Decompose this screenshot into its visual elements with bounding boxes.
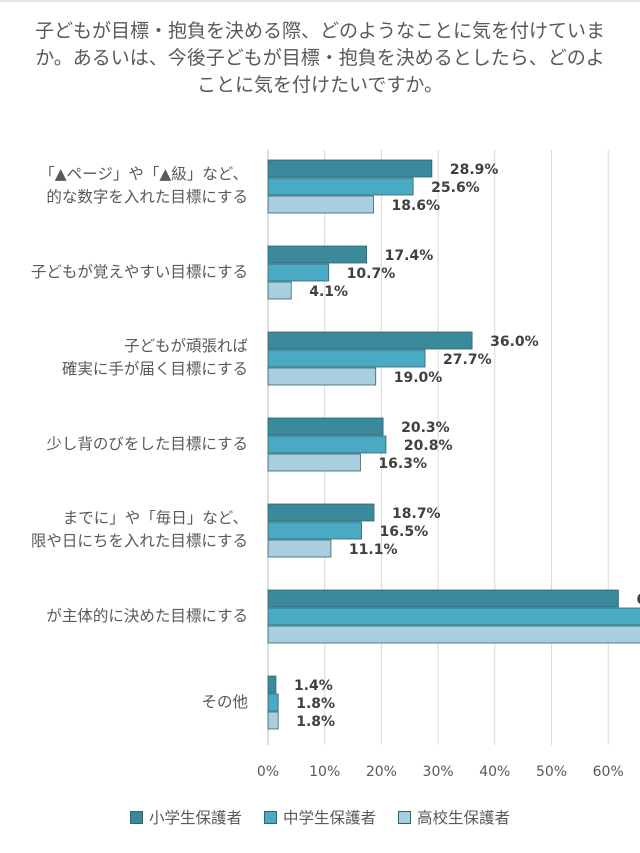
bar: [267, 331, 473, 350]
bar: [267, 453, 361, 472]
legend-swatch: [263, 810, 277, 824]
category-label: 「▲ページ」や「▲級」など、的な数字を入れた目標にする: [39, 163, 248, 209]
bar: [267, 693, 279, 712]
x-tick-label: 0%: [257, 764, 279, 780]
x-tick-label: 50%: [536, 764, 567, 780]
category-label: 子どもが頑張れば確実に手が届く目標にする: [62, 335, 248, 381]
bar: [267, 195, 374, 214]
bar: [267, 159, 433, 178]
data-label: 4.1%: [309, 284, 348, 300]
legend-item: 小学生保護者: [129, 806, 242, 828]
bar: [267, 521, 362, 540]
data-label: 1.4%: [294, 678, 333, 694]
category-label-line: が主体的に決めた目標にする: [46, 606, 248, 625]
bar: [267, 417, 384, 436]
title-line: ことに気を付けたいですか。: [196, 74, 444, 96]
category-label: 少し背のびをした目標にする: [46, 433, 248, 456]
bar: [267, 539, 332, 558]
legend-swatch: [398, 810, 411, 824]
bar: [267, 281, 292, 300]
data-label: 17.4%: [385, 248, 434, 264]
bar: [267, 435, 387, 454]
category-label-line: 確実に手が届く目標にする: [61, 360, 248, 378]
legend-label: 小学生保護者: [148, 809, 242, 827]
x-tick-label: 10%: [309, 764, 340, 780]
category-label-line: 「▲ページ」や「▲級」など、: [39, 165, 248, 183]
data-label: 27.7%: [443, 352, 492, 368]
data-label: 36.0%: [490, 334, 539, 350]
data-label: 19.0%: [394, 370, 443, 386]
data-label: 11.1%: [349, 542, 398, 558]
bar: [267, 711, 279, 730]
chart-title: 子どもが目標・抱負を決める際、どのようなことに気を付けていま か。あるいは、今後…: [0, 18, 640, 99]
x-tick-label: 20%: [366, 764, 397, 780]
category-label-line: 限や日にちを入れた目標にする: [30, 532, 248, 550]
category-label: 子どもが覚えやすい目標にする: [31, 261, 248, 284]
data-label: 10.7%: [347, 266, 396, 282]
legend-swatch: [129, 810, 143, 824]
data-label: 16.3%: [378, 456, 427, 472]
category-label: その他: [201, 691, 248, 714]
legend-label: 中学生保護者: [282, 809, 376, 827]
legend-item: 高校生保護者: [398, 806, 510, 828]
bar: [267, 367, 377, 386]
x-tick-label: 40%: [479, 764, 510, 780]
category-label-line: までに」や「毎日」など、: [62, 509, 248, 527]
bar: [267, 245, 368, 264]
bar: [267, 625, 640, 644]
legend: 小学生保護者 中学生保護者 高校生保護者: [0, 806, 640, 828]
legend-label: 高校生保護者: [417, 809, 511, 827]
title-line: 子どもが目標・抱負を決める際、どのようなことに気を付けていま: [34, 20, 605, 42]
data-label: 18.6%: [391, 198, 440, 214]
bar: [267, 177, 414, 196]
bar: [267, 503, 375, 522]
x-tick-label: 30%: [423, 764, 454, 780]
category-label: が主体的に決めた目標にする: [46, 605, 248, 628]
bar-chart: 0% 10% 20% 30% 40% 50% 60% 28.9% 25.6% 18.6% 17.4%…: [257, 150, 640, 780]
title-line: か。あるいは、今後子どもが目標・抱負を決めるとしたら、どのよ: [35, 47, 605, 69]
bar: [267, 349, 426, 368]
legend-item: 中学生保護者: [263, 806, 376, 828]
category-label-line: 子どもが覚えやすい目標にする: [30, 262, 248, 281]
data-label: 1.8%: [296, 696, 335, 712]
data-label: 28.9%: [450, 162, 499, 178]
category-label-line: 少し背のびをした目標にする: [46, 434, 248, 453]
bar: [267, 607, 640, 626]
data-label: 25.6%: [431, 180, 480, 196]
category-label-line: 的な数字を入れた目標にする: [46, 188, 248, 206]
bar: [267, 589, 619, 608]
data-label: 16.5%: [380, 524, 429, 540]
data-label: 20.8%: [404, 438, 453, 454]
data-label: 20.3%: [401, 420, 450, 436]
category-label: までに」や「毎日」など、限や日にちを入れた目標にする: [31, 507, 248, 553]
data-label: 61.8%: [636, 592, 640, 608]
data-label: 1.8%: [296, 714, 335, 730]
x-tick-label: 60%: [593, 764, 624, 780]
top-border: [0, 0, 640, 2]
data-label: 18.7%: [392, 506, 441, 522]
category-label-line: 子どもが頑張れば: [123, 337, 248, 355]
bar: [267, 263, 330, 282]
category-label-line: その他: [201, 692, 248, 711]
bar: [267, 675, 277, 694]
